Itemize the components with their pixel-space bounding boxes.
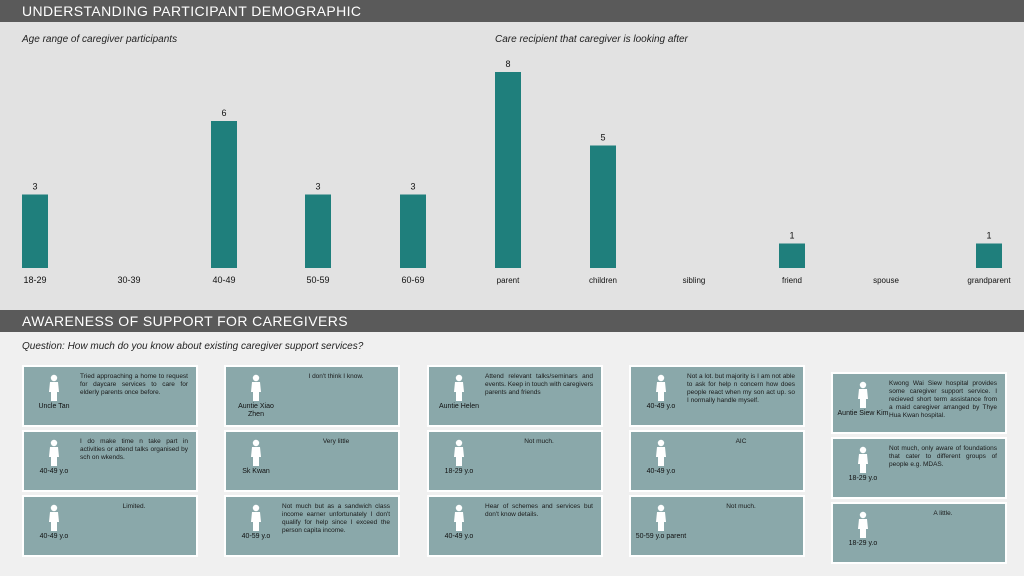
response-card: 18-29 y.o Not much, only aware of foundat… xyxy=(831,437,1007,499)
category-label: sibling xyxy=(683,276,706,285)
respondent-label: Auntie Xiao Zhen xyxy=(238,403,274,418)
category-label: spouse xyxy=(873,276,899,285)
category-label: 60-69 xyxy=(401,275,424,285)
response-card: 50-59 y.o parent Not much. xyxy=(629,495,805,557)
response-text: Not much. xyxy=(726,503,756,510)
response-card: 18-29 y.o Not much. xyxy=(427,430,603,492)
person-silhouette-icon xyxy=(853,511,873,539)
bar-friend xyxy=(779,243,805,268)
respondent-label: 18-29 y.o xyxy=(848,540,878,547)
response-card: 40-59 y.o Not much but as a sandwich clas… xyxy=(224,495,400,557)
respondent-label: Uncle Tan xyxy=(38,403,70,410)
response-card: Auntie Siew Kim Kwong Wai Siew hospital p… xyxy=(831,372,1007,434)
response-text: I don't think I know. xyxy=(308,373,364,380)
response-card: Sk Kwan Very little xyxy=(224,430,400,492)
bar-18-29 xyxy=(22,194,48,268)
bar-40-49 xyxy=(211,121,237,268)
respondent-label: Sk Kwan xyxy=(242,468,270,475)
category-label: children xyxy=(589,276,617,285)
respondent-label: 50-59 y.o parent xyxy=(635,533,687,540)
person-silhouette-icon xyxy=(449,374,469,402)
section-title: AWARENESS OF SUPPORT FOR CAREGIVERS xyxy=(22,313,348,329)
respondent-label: 18-29 y.o xyxy=(444,468,474,475)
respondent-label: Auntie Helen xyxy=(438,403,480,410)
person-silhouette-icon xyxy=(44,439,64,467)
response-text: AIC xyxy=(735,438,747,445)
bar-60-69 xyxy=(400,194,426,268)
chart-title-age: Age range of caregiver participants xyxy=(22,34,178,45)
respondent-label: 40-49 y.o xyxy=(646,403,676,410)
person-silhouette-icon xyxy=(449,504,469,532)
person-silhouette-icon xyxy=(853,446,873,474)
section-banner-awareness: AWARENESS OF SUPPORT FOR CAREGIVERS xyxy=(0,310,1024,332)
response-card: 40-49 y.o Limited. xyxy=(22,495,198,557)
value-label: 6 xyxy=(221,108,226,118)
category-label: friend xyxy=(782,276,802,285)
respondent-label: Auntie Siew Kim xyxy=(837,410,889,417)
response-card: 40-49 y.o AIC xyxy=(629,430,805,492)
response-card: Auntie Xiao Zhen I don't think I know. xyxy=(224,365,400,427)
category-label: 18-29 xyxy=(23,275,46,285)
bar-charts: 3 18-29 30-39 6 40-49 3 50-59 3 60-69 8 parent 5 chi… xyxy=(22,59,1011,285)
value-label: 1 xyxy=(789,231,794,241)
respondent-label: 40-49 y.o xyxy=(444,533,474,540)
category-label: 30-39 xyxy=(117,275,140,285)
person-silhouette-icon xyxy=(651,504,671,532)
response-card: 40-49 y.o Not a lot. but majority is I am… xyxy=(629,365,805,427)
person-silhouette-icon xyxy=(449,439,469,467)
response-text: Very little xyxy=(322,438,350,445)
person-silhouette-icon xyxy=(853,381,873,409)
response-text: Not much. xyxy=(524,438,554,445)
response-card: Uncle Tan Tried approaching a home to req… xyxy=(22,365,198,427)
respondent-label: 40-49 y.o xyxy=(39,468,69,475)
person-silhouette-icon xyxy=(246,374,266,402)
response-text: A little. xyxy=(933,510,953,517)
respondent-label: 40-59 y.o xyxy=(241,533,271,540)
response-card: Auntie Helen Attend relevant talks/semina… xyxy=(427,365,603,427)
bar-50-59 xyxy=(305,194,331,268)
section-title: UNDERSTANDING PARTICIPANT DEMOGRAPHIC xyxy=(22,3,362,19)
response-text: Not a lot. but majority is I am not able… xyxy=(687,373,795,404)
person-silhouette-icon xyxy=(44,504,64,532)
response-text: Tried approaching a home to request for … xyxy=(80,373,188,396)
response-card: 40-49 y.o Hear of schemes and services bu… xyxy=(427,495,603,557)
response-card: 40-49 y.o I do make time n take part in a… xyxy=(22,430,198,492)
value-label: 3 xyxy=(315,182,320,192)
response-text: Kwong Wai Siew hospital provides some ca… xyxy=(889,380,997,419)
person-silhouette-icon xyxy=(651,374,671,402)
person-silhouette-icon xyxy=(246,504,266,532)
bar-parent xyxy=(495,72,521,268)
respondent-label: 40-49 y.o xyxy=(646,468,676,475)
category-label: 40-49 xyxy=(212,275,235,285)
respondent-label: 18-29 y.o xyxy=(848,475,878,482)
response-text: Not much but as a sandwich class income … xyxy=(282,503,390,534)
category-label: parent xyxy=(497,276,520,285)
bar-children xyxy=(590,145,616,268)
response-text: Hear of schemes and services but don't k… xyxy=(485,503,593,518)
value-label: 5 xyxy=(600,133,605,143)
response-text: Limited. xyxy=(122,503,146,510)
value-label: 3 xyxy=(32,182,37,192)
response-text: Not much, only aware of foundations that… xyxy=(889,445,997,468)
bar-grandparent xyxy=(976,243,1002,268)
respondent-label: 40-49 y.o xyxy=(39,533,69,540)
response-card: 18-29 y.o A little. xyxy=(831,502,1007,564)
person-silhouette-icon xyxy=(44,374,64,402)
category-label: 50-59 xyxy=(306,275,329,285)
person-silhouette-icon xyxy=(246,439,266,467)
person-silhouette-icon xyxy=(651,439,671,467)
chart-title-recipient: Care recipient that caregiver is looking… xyxy=(495,34,688,45)
value-label: 3 xyxy=(410,182,415,192)
category-label: grandparent xyxy=(967,276,1011,285)
section-banner-demographic: UNDERSTANDING PARTICIPANT DEMOGRAPHIC xyxy=(0,0,1024,22)
value-label: 8 xyxy=(505,59,510,69)
response-text: Attend relevant talks/seminars and event… xyxy=(485,373,593,396)
value-label: 1 xyxy=(986,231,991,241)
survey-question: Question: How much do you know about exi… xyxy=(22,341,364,352)
response-text: I do make time n take part in activities… xyxy=(80,438,188,461)
